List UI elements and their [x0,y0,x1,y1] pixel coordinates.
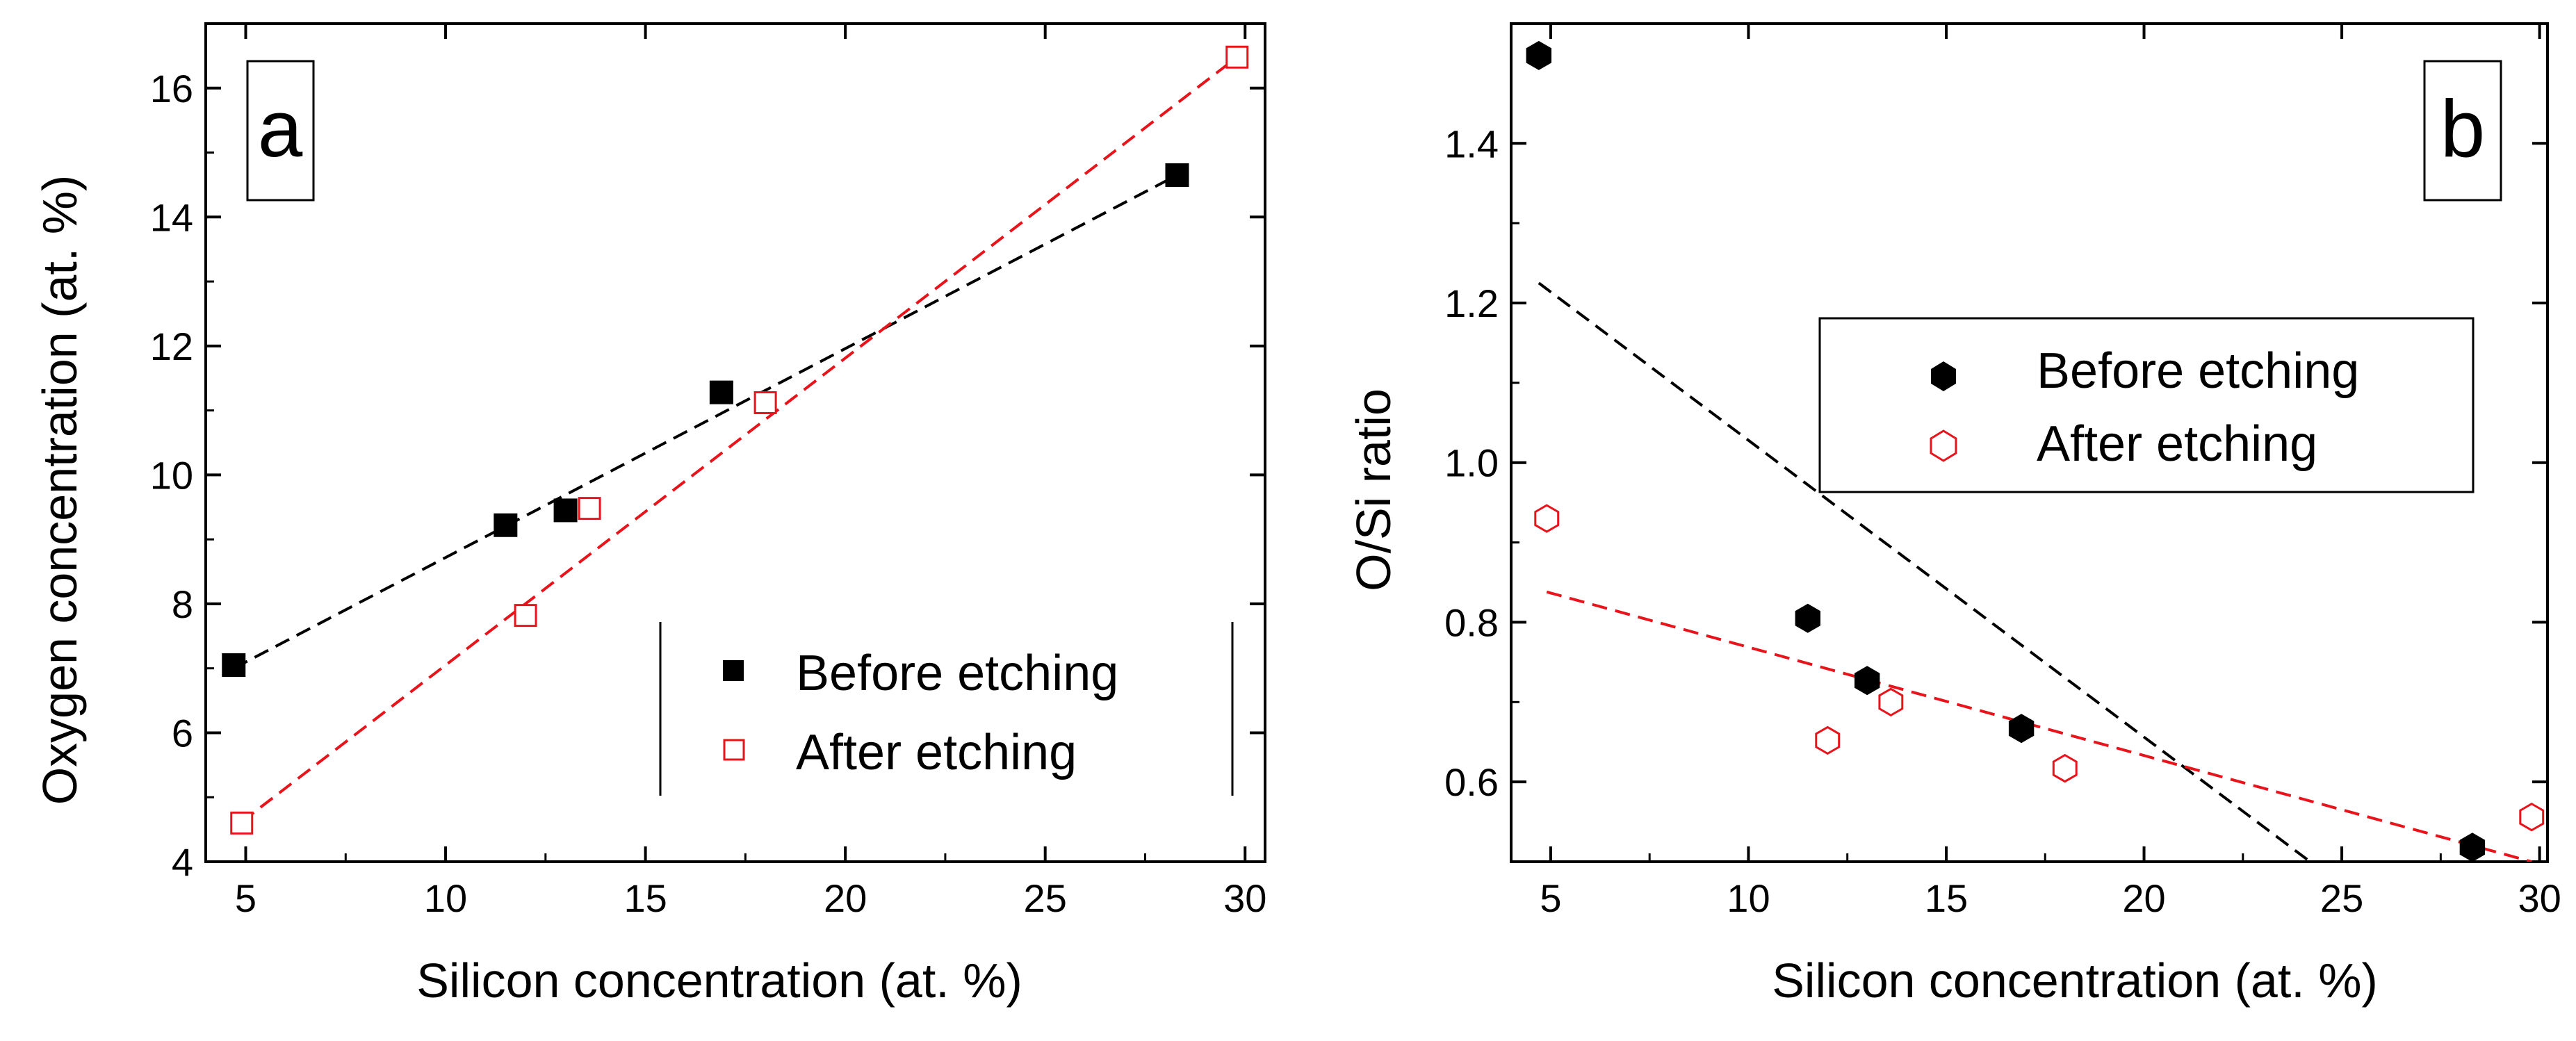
panel-a-point-after-etching [514,604,537,628]
panel-a-point-after-etching [230,811,254,835]
panel-b-legend-box [1818,317,2475,493]
panel-a-y-tick-label: 16 [150,67,193,110]
panel-b-point-after-etching [1815,726,1841,755]
panel-a: 5 10 15 20 25 30 4 6 8 10 12 14 16 a Silicon concent… [33,22,1266,1008]
panel-b-y-tick-label: 1.4 [1444,122,1499,165]
panel-a-x-tick-label: 30 [1223,876,1266,920]
panel-a-x-tick-label: 25 [1024,876,1067,920]
legend-label-before-etching: Before etching [796,646,1118,701]
panel-a-point-before-etching [553,498,578,523]
legend-marker-before-etching [1931,361,1956,391]
panel-b-y-tick-label: 0.6 [1444,760,1499,804]
panel-b-point-after-etching [2519,802,2545,832]
panel-a-fit-line-after-etching [241,56,1238,823]
panel-a-point-before-etching [709,380,733,404]
panel-a-plot-frame [204,22,1266,863]
panel-b-point-before-etching [1854,666,1880,696]
panel-a-y-tick-label: 6 [172,711,193,755]
panel-b-x-tick-label: 20 [2122,876,2165,920]
panel-a-y-axis-title: Oxygen concentration (at. %) [33,175,87,805]
panel-a-point-after-etching [578,497,601,520]
panel-a-y-tick-label: 10 [150,453,193,497]
panel-b-x-tick-label: 5 [1540,876,1561,920]
panel-b-fit-line-before-etching [1538,281,2311,862]
panel-a-x-axis-title: Silicon concentration (at. %) [416,953,1022,1008]
panel-a-y-tick-label: 14 [150,195,193,239]
panel-a-x-tick-label: 20 [824,876,867,920]
panel-b-point-after-etching [1878,687,1904,717]
panel-b-plot-frame [1510,22,2549,863]
panel-a-letter: a [258,83,303,174]
panel-a-y-tick-label: 12 [150,325,193,368]
panel-b-x-axis-title: Silicon concentration (at. %) [1772,953,2378,1008]
panel-a-point-before-etching [1165,163,1189,188]
panel-b-y-axis-title: O/Si ratio [1346,388,1401,591]
panel-b-x-tick-label: 10 [1727,876,1770,920]
panel-a-point-before-etching [494,513,518,537]
panel-b-y-tick-label: 0.8 [1444,600,1499,644]
panel-b: 5 10 15 20 25 30 0.6 0.8 1.0 1.2 1.4 b Silicon con… [1346,22,2561,1008]
panel-b-point-after-etching [1534,504,1560,533]
panel-a-x-tick-label: 5 [235,876,256,920]
panel-a-point-after-etching [1225,45,1249,69]
panel-a-y-tick-label: 4 [172,840,193,884]
panel-b-legend: Before etching After etching [1818,317,2475,493]
panel-a-x-tick-label: 10 [424,876,467,920]
panel-a-y-tick-label: 8 [172,582,193,626]
panel-b-point-before-etching [1526,40,1551,70]
panel-b-y-tick-label: 1.2 [1444,281,1499,325]
panel-b-point-before-etching [2459,833,2486,862]
panel-b-fit-line-after-etching [1546,590,2532,862]
panel-a-point-after-etching [753,391,777,414]
panel-b-y-tick-label: 1.0 [1444,441,1499,485]
legend-label-after-etching: After etching [796,725,1077,780]
panel-b-x-tick-label: 25 [2320,876,2363,920]
panel-b-point-before-etching [1795,603,1820,633]
legend-marker-before-etching [723,660,744,681]
legend-label-after-etching: After etching [2037,416,2317,472]
panel-a-data-area [222,45,1249,835]
legend-marker-after-etching [723,739,745,761]
legend-marker-after-etching [1930,429,1957,462]
panel-a-letter-box [246,60,315,202]
panel-b-x-tick-label: 15 [1925,876,1968,920]
panel-a-x-tick-label: 15 [623,876,667,920]
panel-b-x-tick-label: 30 [2518,876,2561,920]
panel-a-point-before-etching [222,653,246,678]
panel-a-legend: Before etching After etching [659,622,1234,796]
panel-b-letter-box [2423,60,2502,202]
legend-label-before-etching: Before etching [2037,343,2359,399]
panel-b-point-before-etching [2008,714,2035,744]
panel-b-data-area [1526,40,2545,862]
panel-b-point-after-etching [2052,753,2078,783]
panel-b-letter: b [2440,83,2486,174]
panel-a-fit-line-before-etching [233,174,1178,670]
